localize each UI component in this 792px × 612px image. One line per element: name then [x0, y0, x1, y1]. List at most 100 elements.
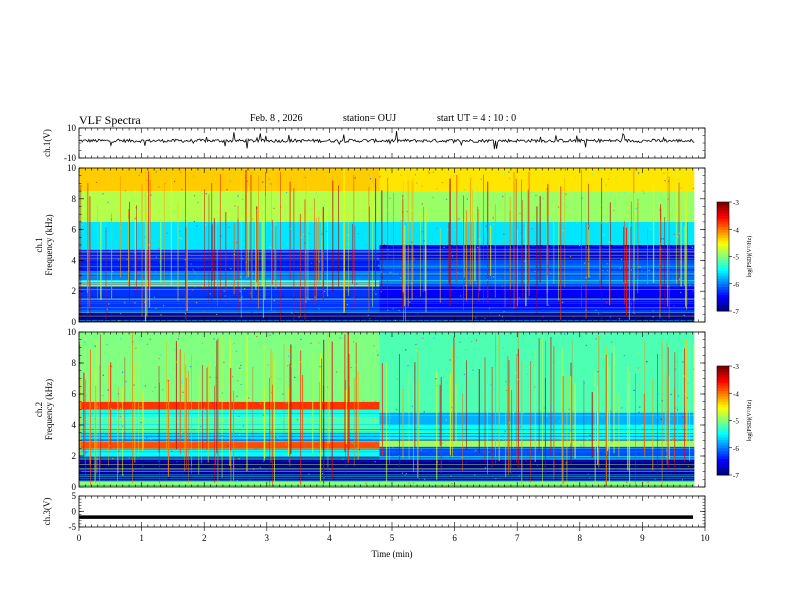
speckle [383, 244, 386, 246]
colorbar-segment [717, 270, 729, 274]
speckle [144, 301, 146, 303]
speckle [322, 206, 324, 208]
speckle [495, 273, 497, 275]
speckle [496, 416, 498, 418]
start-ut-label: start UT = 4 : 10 : 0 [437, 113, 517, 124]
speckle [269, 334, 271, 336]
speckle [682, 361, 684, 363]
colorbar-1: -3 -4 -5 -6 -7 log(PSD)(V²/Hz) [716, 199, 753, 316]
speckle [587, 473, 589, 475]
speckle [124, 190, 127, 192]
colorbar-segment [717, 275, 729, 279]
speckle [329, 468, 331, 470]
speckle [381, 276, 383, 279]
y-tick-label-10: 10 [67, 327, 77, 337]
colorbar-segment [717, 302, 729, 307]
speckle [128, 346, 130, 348]
speckle [234, 205, 236, 207]
colorbar-tick-label: -6 [733, 281, 739, 289]
colorbar-label-group: log(PSD)(V²/Hz) [746, 400, 753, 441]
speckle [326, 171, 328, 173]
speckle [517, 378, 519, 381]
speckle [154, 386, 156, 388]
speckle [396, 403, 398, 405]
band-after-0 [379, 480, 695, 487]
spectrogram-ylabel-2-line-1: Frequency (kHz) [44, 379, 54, 440]
speckle [412, 209, 414, 212]
colorbar-segment [717, 445, 729, 449]
speckle [304, 176, 306, 178]
speckle [323, 290, 326, 293]
speckle [465, 461, 467, 463]
speckle [519, 297, 521, 299]
speckle [542, 436, 544, 439]
speckle [141, 449, 144, 451]
speckle [670, 213, 673, 215]
speckle [484, 317, 486, 320]
colorbar-label-group: log(PSD)(V²/Hz) [746, 236, 753, 277]
speckle [289, 361, 291, 363]
speckle [583, 382, 585, 384]
speckle [193, 195, 196, 197]
speckle [239, 299, 241, 301]
speckle [659, 417, 661, 419]
speckle [121, 371, 124, 373]
speckle [485, 225, 487, 227]
colorbar-segment [717, 215, 729, 219]
speckle [659, 243, 661, 245]
speckle [111, 365, 113, 368]
speckle [149, 338, 151, 340]
x-tick-label-6: 6 [452, 533, 457, 543]
speckle [660, 248, 662, 250]
speckle [435, 339, 437, 341]
speckle [660, 418, 662, 420]
speckle [618, 197, 620, 199]
speckle [361, 242, 363, 244]
speckle [610, 220, 612, 222]
colorbar-segment [717, 231, 729, 236]
speckle [199, 406, 201, 408]
speckle [146, 436, 148, 439]
speckle [259, 402, 262, 404]
speckle [400, 174, 402, 176]
speckle [196, 429, 198, 431]
speckle [624, 215, 626, 217]
speckle [102, 431, 105, 434]
speckle [422, 469, 424, 472]
speckle [198, 267, 200, 269]
speckle [637, 201, 639, 203]
colorbar-segment [717, 390, 729, 394]
speckle [508, 422, 511, 424]
speckle [515, 372, 517, 374]
speckle [519, 212, 521, 215]
speckle [525, 460, 527, 462]
speckle [273, 299, 275, 302]
speckle [622, 173, 624, 176]
speckle [375, 293, 377, 295]
colorbar-segment [717, 248, 729, 252]
ch3-trace-ylabel-line-0: ch.3(V) [42, 498, 52, 526]
colorbar-segment [717, 300, 729, 304]
speckle [542, 316, 544, 318]
colorbar-segment [717, 385, 729, 389]
speckle [682, 416, 684, 418]
speckle [160, 314, 162, 316]
spectrogram-ylabel-1-line-1: Frequency (kHz) [44, 214, 54, 275]
speckle [401, 285, 403, 287]
y-tick-label-0: 0 [72, 507, 77, 517]
x-tick-label-4: 4 [327, 533, 332, 543]
speckle [295, 411, 298, 413]
speckle [351, 442, 353, 444]
speckle [632, 312, 635, 314]
speckle [407, 365, 409, 367]
speckle [117, 258, 120, 260]
speckle [287, 355, 290, 357]
speckle [252, 273, 254, 275]
speckle [568, 392, 570, 394]
speckle [490, 383, 492, 385]
speckle [268, 178, 270, 181]
speckle [376, 350, 378, 352]
speckle [602, 269, 605, 272]
speckle [557, 227, 559, 230]
speckle [188, 454, 190, 456]
